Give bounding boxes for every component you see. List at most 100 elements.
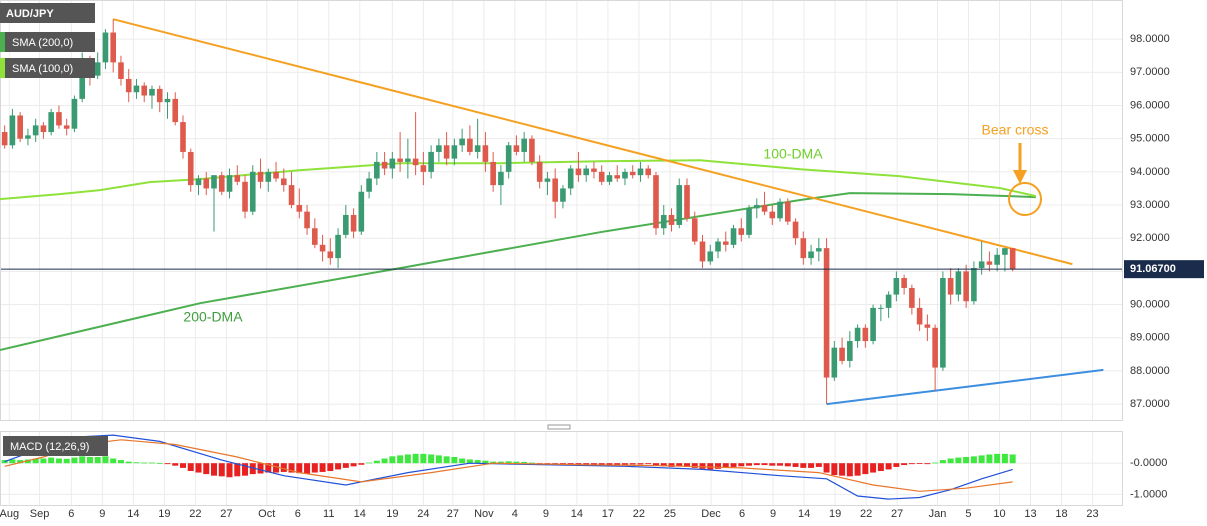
candle-body bbox=[606, 175, 613, 182]
histogram-bar bbox=[102, 456, 109, 464]
legend-box[interactable] bbox=[0, 58, 95, 78]
candle-body bbox=[567, 168, 574, 189]
candle-body bbox=[699, 241, 706, 262]
histogram-bar bbox=[606, 463, 613, 466]
x-tick-label: 4 bbox=[512, 508, 518, 520]
candle-body bbox=[118, 62, 124, 79]
candle-body bbox=[878, 307, 884, 309]
histogram-bar bbox=[761, 463, 768, 466]
plot bbox=[0, 18, 1122, 500]
macd-line bbox=[4, 434, 1013, 500]
histogram-bar bbox=[893, 463, 900, 467]
legend-box[interactable] bbox=[0, 3, 95, 23]
histogram-bar bbox=[800, 463, 807, 468]
histogram-bar bbox=[684, 463, 691, 467]
candle-body bbox=[79, 59, 85, 99]
histogram-bar bbox=[358, 463, 365, 465]
histogram-bar bbox=[652, 463, 659, 466]
candle-body bbox=[172, 98, 179, 123]
x-tick-label: 19 bbox=[158, 508, 170, 520]
histogram-bar bbox=[125, 461, 132, 464]
x-tick-label: 22 bbox=[860, 508, 872, 520]
candle-body bbox=[1, 132, 8, 146]
candle-body bbox=[947, 278, 954, 295]
histogram-bar bbox=[474, 460, 481, 464]
histogram-bar bbox=[645, 463, 652, 465]
histogram-bar bbox=[17, 460, 24, 464]
macd-line bbox=[4, 439, 1013, 492]
histogram-bar bbox=[901, 463, 908, 466]
histogram-bar bbox=[1, 460, 8, 464]
candle-body bbox=[862, 327, 869, 342]
histogram-bar bbox=[947, 458, 954, 464]
legend-box[interactable] bbox=[0, 32, 95, 52]
histogram-bar bbox=[885, 463, 892, 470]
histogram-bar bbox=[590, 463, 597, 465]
candle-body bbox=[676, 185, 683, 225]
histogram-bar bbox=[179, 463, 186, 468]
histogram-bar bbox=[823, 463, 830, 473]
candle-body bbox=[583, 168, 590, 176]
histogram-bar bbox=[862, 463, 869, 475]
histogram-bar bbox=[71, 457, 78, 464]
histogram-bar bbox=[691, 463, 698, 468]
histogram-bar bbox=[970, 456, 977, 464]
candle-body bbox=[660, 214, 667, 229]
legend-swatch bbox=[0, 58, 5, 78]
candle-body bbox=[242, 181, 248, 212]
candle-body bbox=[374, 161, 380, 179]
candle-body bbox=[668, 214, 675, 225]
candle-body bbox=[614, 175, 621, 179]
x-tick-label: 23 bbox=[1086, 508, 1098, 520]
histogram-bar bbox=[676, 463, 683, 467]
candle-body bbox=[350, 214, 357, 232]
legend-box[interactable] bbox=[3, 436, 108, 456]
candle-body bbox=[102, 32, 109, 63]
x-tick-label: 13 bbox=[1024, 508, 1036, 520]
panel-resize-handle[interactable] bbox=[547, 424, 571, 430]
histogram-bar bbox=[870, 463, 877, 473]
histogram-bar bbox=[40, 458, 47, 464]
x-tick-label: 22 bbox=[189, 508, 201, 520]
histogram-bar bbox=[908, 463, 915, 465]
arrow-head bbox=[1013, 170, 1027, 184]
histogram-bar bbox=[637, 463, 644, 465]
histogram-bar bbox=[79, 456, 86, 464]
x-tick-label: Dec bbox=[701, 508, 721, 520]
y-tick-label: -0.0000 bbox=[1130, 457, 1167, 469]
x-tick-label: 18 bbox=[1055, 508, 1067, 520]
candle-body bbox=[816, 248, 822, 252]
annotation: Bear cross bbox=[982, 122, 1049, 138]
histogram-bar bbox=[621, 463, 628, 465]
candle-body bbox=[288, 185, 295, 206]
candle-body bbox=[854, 327, 861, 342]
histogram-bar bbox=[366, 462, 373, 464]
y-tick-label: 94.0000 bbox=[1130, 166, 1170, 178]
histogram-bar bbox=[48, 457, 55, 464]
candle-body bbox=[149, 88, 155, 96]
y-tick-label: 96.0000 bbox=[1130, 99, 1170, 111]
candle-body bbox=[9, 115, 16, 146]
histogram-bar bbox=[319, 463, 326, 472]
histogram-bar bbox=[1009, 454, 1016, 464]
histogram-bar bbox=[203, 463, 210, 475]
candle-body bbox=[893, 278, 900, 295]
histogram-bar bbox=[148, 462, 155, 464]
histogram-bar bbox=[513, 461, 520, 464]
x-tick-label: Oct bbox=[258, 508, 275, 520]
x-tick-label: 27 bbox=[447, 508, 459, 520]
y-tick-label: 92.0000 bbox=[1130, 232, 1170, 244]
candle-body bbox=[273, 171, 279, 179]
candle-body bbox=[498, 171, 504, 186]
candle-body bbox=[529, 138, 535, 162]
histogram-bar bbox=[715, 463, 722, 469]
candle-body bbox=[722, 241, 729, 245]
candle-body bbox=[715, 241, 721, 252]
candle-body bbox=[405, 158, 411, 162]
candle-body bbox=[234, 175, 241, 182]
candle-body bbox=[32, 125, 39, 136]
candle-body bbox=[730, 228, 737, 245]
candle-body bbox=[358, 191, 365, 232]
histogram-bar bbox=[350, 463, 357, 467]
histogram-bar bbox=[614, 463, 621, 465]
